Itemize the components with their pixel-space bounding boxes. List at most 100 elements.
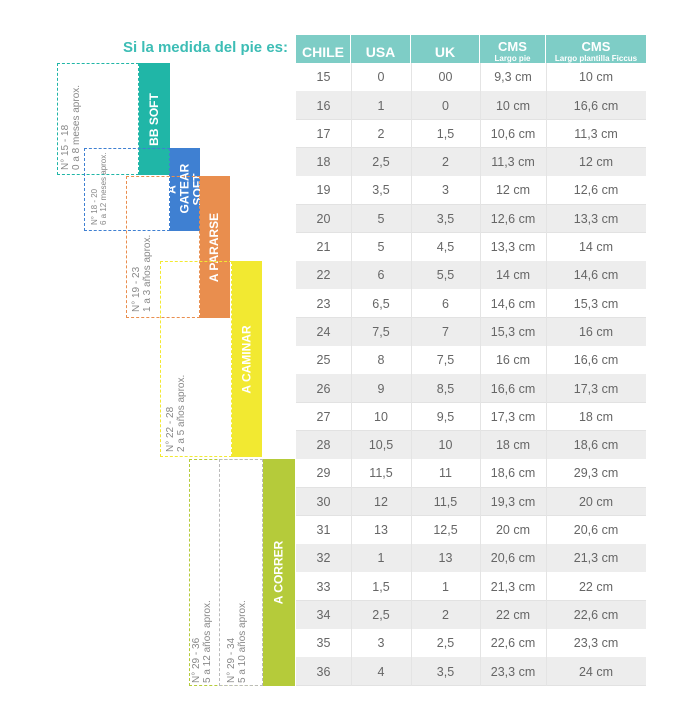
header-sublabel: Largo pie — [494, 54, 531, 63]
table-cell: 9,3 cm — [494, 70, 532, 85]
table-cell: 7,5 — [372, 324, 390, 339]
table-cell: 16,6 cm — [490, 381, 536, 396]
table-cell: 12 cm — [578, 155, 614, 170]
table-cell: 8,5 — [436, 381, 455, 396]
table-cell: 12,6 cm — [490, 211, 536, 226]
table-cell: 16 cm — [578, 324, 614, 339]
table-row — [296, 515, 646, 544]
table-cell: 18,6 cm — [490, 466, 536, 481]
table-cell: 2,5 — [436, 636, 455, 651]
table-cell: 1 — [377, 98, 385, 113]
table-row — [296, 119, 646, 148]
header-sublabel: Largo plantilla Ficcus — [554, 54, 638, 63]
table-cell: 7,5 — [436, 353, 455, 368]
header-cell: CHILE — [296, 35, 351, 63]
stage-range-box — [126, 176, 200, 318]
header-label: USA — [365, 44, 396, 60]
table-cell: 00 — [438, 70, 453, 85]
table-cell: 6 — [442, 296, 449, 311]
table-cell: 7 — [442, 324, 449, 339]
table-cell: 15,3 cm — [573, 296, 619, 311]
table-cell: 20 cm — [578, 494, 614, 509]
table-cell: 23,3 cm — [573, 636, 619, 651]
table-cell: 12 — [374, 494, 388, 509]
table-row — [296, 232, 646, 261]
table-cell: 16,6 cm — [573, 353, 619, 368]
table-row — [296, 402, 646, 431]
table-cell: 1 — [377, 551, 385, 566]
table-cell: 10,5 — [368, 438, 394, 453]
table-cell: 5,5 — [436, 268, 455, 283]
table-cell: 16 — [316, 98, 331, 113]
age-range: 1 a 3 años aprox. — [142, 234, 153, 312]
stage-range-label: N° 15 - 18 0 a 8 meses aprox. — [60, 85, 82, 170]
table-cell: 10 — [374, 409, 388, 424]
table-row — [296, 629, 646, 657]
table-row — [296, 204, 646, 233]
stage-range-label: N° 18 - 20 6 a 12 meses aprox. — [90, 153, 108, 225]
table-row — [296, 572, 646, 601]
table-cell: 11,3 cm — [491, 155, 535, 170]
size-range: N° 19 - 23 — [131, 266, 142, 312]
table-cell: 21,3 cm — [490, 579, 536, 594]
table-row — [296, 289, 646, 318]
table-row — [296, 600, 646, 629]
age-range: 6 a 12 meses aprox. — [99, 152, 108, 225]
table-cell: 34 — [316, 607, 331, 622]
table-cell: 6 — [377, 268, 385, 283]
table-cell: 3,5 — [372, 183, 390, 198]
table-cell: 11 — [439, 466, 452, 481]
table-cell: 27 — [316, 409, 331, 424]
table-cell: 22 cm — [578, 579, 614, 594]
header-cell: CMS Largo pie — [480, 35, 546, 63]
column-divider — [411, 63, 412, 686]
table-cell: 33 — [316, 579, 331, 594]
table-cell: 4,5 — [436, 240, 455, 254]
table-cell: 13,3 cm — [573, 211, 619, 226]
age-range: 0 a 8 meses aprox. — [71, 84, 82, 170]
table-cell: 31 — [316, 523, 331, 537]
header-label: CMS — [498, 39, 527, 54]
table-cell: 23,3 cm — [490, 664, 536, 679]
table-row — [296, 544, 646, 573]
table-cell: 26 — [316, 381, 331, 396]
header-cell: UK — [411, 35, 480, 63]
stage-range-box — [219, 459, 263, 686]
table-cell: 4 — [377, 664, 385, 679]
table-cell: 3,5 — [436, 211, 455, 226]
table-cell: 10 cm — [495, 98, 531, 113]
size-range: N° 18 - 20 — [90, 188, 99, 225]
header-cell: CMS Largo plantilla Ficcus — [546, 35, 646, 63]
table-cell: 21 — [316, 240, 331, 254]
table-cell: 12,5 — [433, 523, 458, 537]
table-cell: 11,3 cm — [574, 126, 618, 141]
table-cell: 3,5 — [436, 664, 455, 679]
table-row — [296, 176, 646, 205]
table-cell: 3 — [377, 636, 385, 651]
table-cell: 18 cm — [578, 409, 614, 424]
table-cell: 10 cm — [578, 70, 614, 85]
age-range: 5 a 10 años aprox. — [237, 600, 248, 683]
column-divider — [480, 63, 481, 686]
table-cell: 14 cm — [578, 240, 614, 254]
table-row — [296, 317, 646, 346]
table-row — [296, 487, 646, 516]
row-divider — [296, 685, 646, 687]
table-row — [296, 261, 646, 290]
table-cell: 14,6 cm — [490, 296, 536, 311]
table-cell: 9 — [377, 381, 385, 396]
table-cell: 16 cm — [495, 353, 531, 368]
table-cell: 5 — [377, 240, 385, 254]
table-cell: 2 — [377, 126, 385, 141]
stage-range-box — [84, 148, 170, 231]
table-cell: 2 — [442, 155, 449, 170]
table-row — [296, 459, 646, 488]
table-cell: 13 — [438, 551, 453, 566]
table-row — [296, 346, 646, 374]
table-cell: 2,5 — [372, 607, 390, 622]
stage-name: A CAMINAR — [239, 324, 254, 394]
table-cell: 25 — [316, 353, 331, 368]
table-cell: 16,6 cm — [573, 98, 619, 113]
table-cell: 20,6 cm — [573, 523, 619, 537]
